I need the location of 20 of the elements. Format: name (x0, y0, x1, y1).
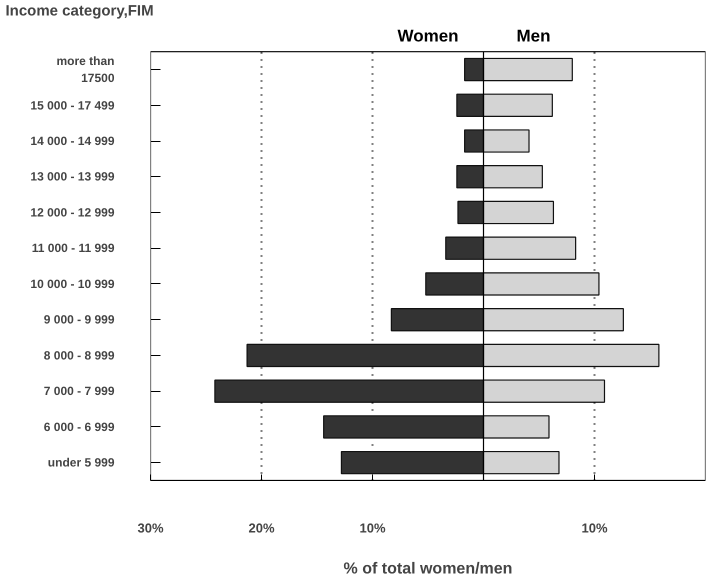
y-tick-label: 7 000 - 7 999 (44, 384, 115, 398)
x-axis-title: % of total women/men (344, 560, 512, 578)
series-label: Men (516, 26, 550, 46)
y-tick-label: 12 000 - 12 999 (30, 205, 115, 220)
y-tick-label: 8 000 - 8 999 (44, 348, 115, 362)
y-tick-label: 13 000 - 13 999 (30, 170, 115, 184)
y-tick-label: under 5 999 (48, 456, 115, 470)
x-tick-label: 10% (359, 520, 386, 536)
y-axis-title: Income category,FIM (6, 2, 154, 20)
x-tick-label: 30% (137, 520, 164, 536)
series-label: Women (397, 26, 459, 46)
x-tick-label: 20% (248, 520, 275, 536)
x-tick-label: 10% (581, 520, 608, 536)
y-tick-label: 15 000 - 17 499 (30, 98, 115, 112)
y-tick-label: more than 17500 (56, 54, 115, 85)
y-tick-label: 11 000 - 11 999 (32, 241, 115, 256)
y-tick-label: 14 000 - 14 999 (30, 134, 115, 148)
y-tick-label: 10 000 - 10 999 (30, 276, 115, 291)
y-tick-label: 6 000 - 6 999 (44, 420, 115, 434)
y-tick-label: 9 000 - 9 999 (44, 312, 115, 327)
